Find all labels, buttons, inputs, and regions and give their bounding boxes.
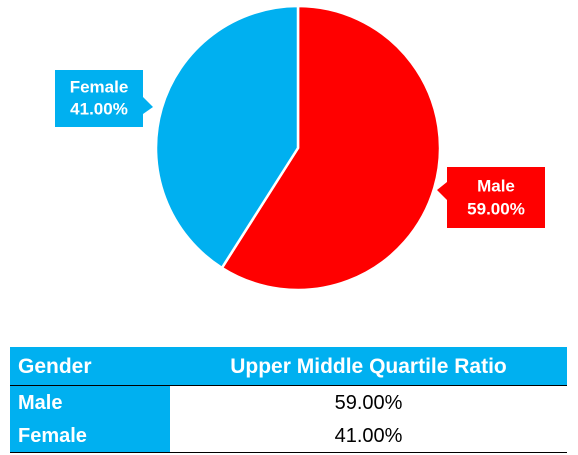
label-value: 59.00% bbox=[467, 199, 525, 218]
header-row: Gender Upper Middle Quartile Ratio bbox=[10, 347, 567, 386]
table-row: Female 41.00% bbox=[10, 419, 567, 453]
header-cell: Gender bbox=[10, 347, 170, 386]
male-callout bbox=[437, 167, 545, 228]
chart: Female 41.00% Male 59.00% bbox=[55, 4, 545, 292]
cell: 41.00% bbox=[170, 419, 567, 453]
header-cell: Upper Middle Quartile Ratio bbox=[170, 347, 567, 386]
cell: Male bbox=[10, 385, 170, 419]
slices bbox=[154, 4, 442, 292]
female-callout bbox=[55, 70, 153, 127]
cell: Female bbox=[10, 419, 170, 453]
table-row: Male 59.00% bbox=[10, 385, 567, 419]
pie-slice bbox=[154, 4, 300, 270]
pie-slice bbox=[220, 4, 442, 292]
data-table: Gender Upper Middle Quartile Ratio Male … bbox=[10, 347, 567, 453]
label-category: Female bbox=[70, 77, 129, 96]
label-value: 41.00% bbox=[70, 99, 128, 118]
cell: 59.00% bbox=[334, 391, 403, 414]
label-category: Male bbox=[477, 176, 515, 195]
